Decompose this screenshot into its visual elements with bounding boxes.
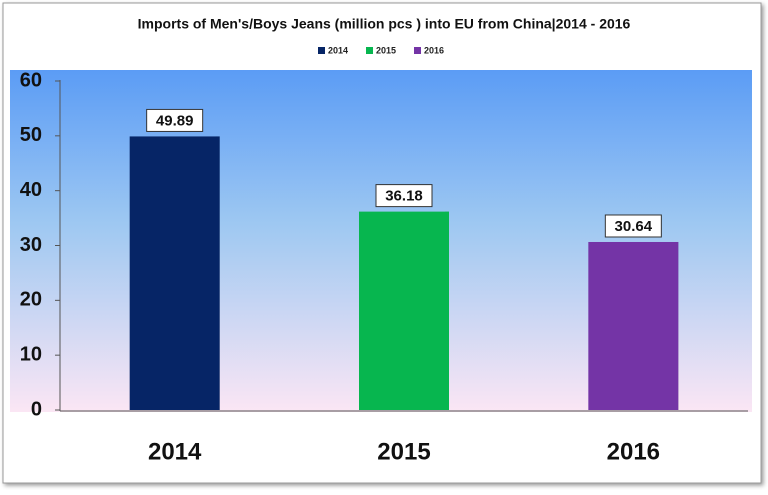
x-tick-label: 2015 <box>377 438 430 465</box>
y-tick-label: 0 <box>31 398 42 420</box>
y-tick-label: 60 <box>20 69 42 91</box>
chart-title: Imports of Men's/Boys Jeans (million pcs… <box>138 16 631 32</box>
x-tick-label: 2016 <box>607 438 660 465</box>
value-label: 30.64 <box>615 218 653 235</box>
y-tick-label: 20 <box>20 289 42 311</box>
legend-swatch <box>414 47 421 54</box>
bar <box>359 211 449 410</box>
legend-label: 2016 <box>424 45 444 55</box>
legend-label: 2014 <box>328 45 348 55</box>
x-tick-label: 2014 <box>148 438 202 465</box>
value-label: 49.89 <box>156 112 194 129</box>
legend-swatch <box>318 47 325 54</box>
legend-label: 2015 <box>376 45 396 55</box>
value-label-box <box>146 108 204 132</box>
y-tick-label: 30 <box>20 234 42 256</box>
bar <box>588 241 679 410</box>
value-label-box <box>604 214 662 238</box>
legend-swatch <box>366 47 373 54</box>
value-label: 36.18 <box>385 188 423 205</box>
legend: 2014 2015 2016 <box>318 45 444 55</box>
y-tick-label: 50 <box>20 124 42 146</box>
value-label-box <box>375 184 433 208</box>
y-tick-label: 10 <box>20 343 42 365</box>
bar <box>129 136 220 410</box>
y-tick-label: 40 <box>20 179 42 201</box>
